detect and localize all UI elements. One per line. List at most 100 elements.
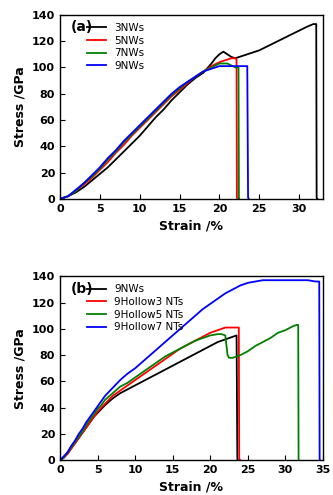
7NWs — [66, 194, 70, 199]
3NWs — [193, 75, 197, 81]
3NWs — [311, 21, 315, 27]
5NWs — [225, 56, 229, 62]
9NWs — [162, 99, 166, 104]
9Hollow5 NTs — [81, 429, 85, 435]
3NWs — [314, 21, 318, 27]
9NWs — [138, 122, 142, 128]
9Hollow7 NTs — [246, 280, 250, 286]
9Hollow5 NTs — [208, 333, 212, 339]
9Hollow7 NTs — [313, 279, 317, 285]
9Hollow7 NTs — [201, 306, 205, 312]
9Hollow5 NTs — [66, 449, 70, 455]
9Hollow5 NTs — [219, 331, 223, 337]
5NWs — [146, 117, 150, 123]
5NWs — [122, 142, 126, 148]
7NWs — [74, 188, 78, 194]
5NWs — [209, 63, 213, 69]
7NWs — [193, 74, 197, 80]
9NWs — [148, 375, 152, 381]
9NWs — [171, 363, 175, 369]
9Hollow5 NTs — [77, 434, 81, 440]
9NWs — [241, 63, 245, 69]
Y-axis label: Stress /GPa: Stress /GPa — [13, 328, 26, 409]
9Hollow5 NTs — [297, 456, 301, 462]
9Hollow7 NTs — [223, 291, 227, 297]
9NWs — [58, 196, 62, 202]
9NWs — [84, 425, 88, 431]
9Hollow3 NTs — [133, 377, 137, 383]
5NWs — [185, 80, 189, 86]
9Hollow3 NTs — [186, 342, 190, 347]
9Hollow3 NTs — [62, 455, 66, 461]
5NWs — [82, 182, 86, 188]
9Hollow7 NTs — [126, 371, 130, 377]
9Hollow7 NTs — [238, 283, 242, 289]
5NWs — [236, 196, 240, 202]
9NWs — [209, 66, 213, 72]
3NWs — [237, 54, 241, 60]
9Hollow7 NTs — [283, 277, 287, 283]
3NWs — [221, 49, 225, 54]
3NWs — [82, 184, 86, 190]
9Hollow5 NTs — [295, 322, 299, 328]
7NWs — [138, 124, 142, 130]
9Hollow7 NTs — [231, 287, 235, 293]
3NWs — [154, 114, 158, 120]
7NWs — [154, 108, 158, 114]
9Hollow7 NTs — [77, 431, 81, 437]
9Hollow5 NTs — [246, 348, 250, 354]
9Hollow7 NTs — [171, 333, 175, 339]
9Hollow7 NTs — [216, 296, 220, 301]
9NWs — [193, 351, 197, 357]
5NWs — [138, 125, 142, 131]
7NWs — [233, 64, 237, 70]
5NWs — [106, 159, 110, 165]
9NWs — [154, 106, 158, 112]
9Hollow5 NTs — [178, 346, 182, 351]
9Hollow7 NTs — [163, 339, 167, 345]
9Hollow7 NTs — [318, 456, 322, 462]
9Hollow3 NTs — [92, 414, 96, 420]
3NWs — [273, 40, 277, 46]
7NWs — [58, 196, 62, 202]
9NWs — [223, 337, 227, 343]
9NWs — [216, 339, 220, 345]
9Hollow3 NTs — [69, 446, 73, 451]
5NWs — [90, 175, 94, 181]
9NWs — [74, 187, 78, 193]
9NWs — [246, 195, 250, 200]
9NWs — [99, 406, 103, 412]
Line: 5NWs: 5NWs — [60, 58, 238, 199]
5NWs — [114, 150, 118, 156]
9Hollow7 NTs — [66, 449, 70, 455]
9NWs — [69, 446, 73, 451]
3NWs — [257, 48, 261, 53]
7NWs — [177, 86, 181, 92]
X-axis label: Strain /%: Strain /% — [160, 219, 223, 232]
9Hollow5 NTs — [231, 355, 235, 361]
9NWs — [156, 371, 160, 377]
9Hollow3 NTs — [237, 456, 241, 462]
9Hollow5 NTs — [216, 331, 220, 337]
7NWs — [217, 60, 221, 66]
9Hollow3 NTs — [118, 388, 122, 394]
7NWs — [122, 140, 126, 146]
3NWs — [74, 190, 78, 196]
9Hollow7 NTs — [317, 279, 321, 285]
9Hollow7 NTs — [73, 438, 77, 444]
9NWs — [88, 419, 92, 425]
7NWs — [237, 196, 241, 202]
Line: 9Hollow7 NTs: 9Hollow7 NTs — [60, 280, 320, 460]
9Hollow5 NTs — [276, 330, 280, 336]
3NWs — [209, 60, 213, 66]
9Hollow5 NTs — [96, 406, 100, 412]
9Hollow5 NTs — [268, 335, 272, 341]
9Hollow7 NTs — [62, 453, 66, 459]
9NWs — [130, 130, 134, 136]
9Hollow5 NTs — [227, 355, 231, 361]
9NWs — [217, 63, 221, 69]
3NWs — [233, 55, 237, 61]
9Hollow7 NTs — [88, 414, 92, 420]
7NWs — [114, 148, 118, 154]
9Hollow7 NTs — [96, 403, 100, 409]
